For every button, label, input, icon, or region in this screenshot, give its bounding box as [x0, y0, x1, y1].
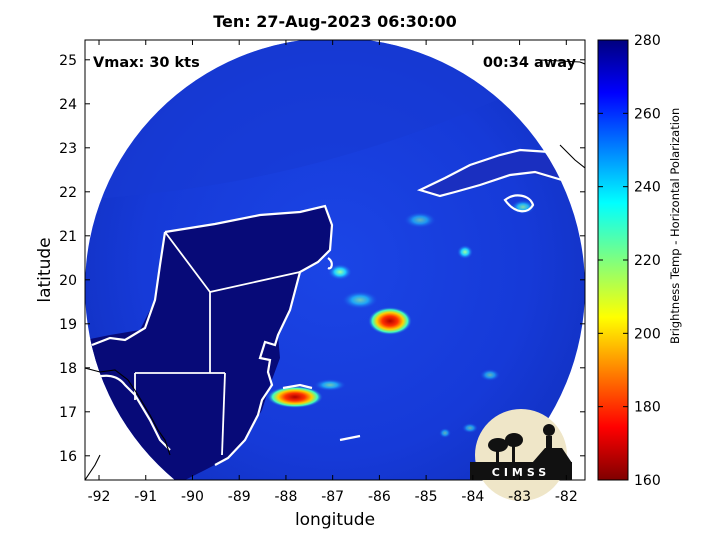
colorbar-tick-label: 220 — [634, 253, 661, 269]
x-tick-label: -87 — [321, 489, 344, 505]
y-tick-label: 21 — [59, 229, 77, 245]
x-axis-ticks: -92 -91 -90 -89 -88 -87 -86 -85 -84 -83 -82 — [88, 40, 578, 505]
y-tick-label: 16 — [59, 449, 77, 465]
time-away-label: 00:34 away — [483, 55, 577, 71]
outer-coastlines — [85, 59, 585, 480]
colorbar-ticks: 280 260 240 220 200 180 160 — [598, 33, 661, 489]
x-tick-label: -88 — [274, 489, 297, 505]
x-tick-label: -82 — [555, 489, 578, 505]
y-tick-label: 23 — [59, 141, 77, 157]
colorbar-tick-label: 180 — [634, 400, 661, 416]
colorbar-tick-label: 160 — [634, 473, 661, 489]
coastlines — [85, 148, 577, 466]
map-title: Ten: 27-Aug-2023 06:30:00 — [213, 12, 457, 31]
y-tick-label: 25 — [59, 53, 77, 69]
y-axis-ticks: 25 24 23 22 21 20 19 18 17 16 — [59, 53, 585, 465]
x-tick-label: -90 — [181, 489, 204, 505]
x-tick-label: -92 — [88, 489, 111, 505]
y-axis-label: latitude — [35, 237, 55, 303]
plot-frame — [84, 39, 586, 481]
y-tick-label: 24 — [59, 97, 77, 113]
vmax-label: Vmax: 30 kts — [93, 55, 200, 71]
x-tick-label: -86 — [368, 489, 391, 505]
logo-text: CIMSS — [492, 466, 550, 479]
y-tick-label: 20 — [59, 273, 77, 289]
colorbar-tick-label: 260 — [634, 106, 661, 122]
colorbar-tick-label: 280 — [634, 33, 661, 49]
y-tick-label: 19 — [59, 317, 77, 333]
x-tick-label: -84 — [461, 489, 484, 505]
x-tick-label: -91 — [134, 489, 157, 505]
cimss-logo: CIMSS — [470, 409, 572, 501]
colorbar-tick-label: 200 — [634, 326, 661, 342]
y-tick-label: 18 — [59, 361, 77, 377]
x-tick-label: -83 — [508, 489, 531, 505]
x-tick-label: -85 — [415, 489, 438, 505]
y-tick-label: 17 — [59, 405, 77, 421]
colorbar-tick-label: 240 — [634, 180, 661, 196]
colorbar-label: Brightness Temp - Horizontal Polarizatio… — [668, 107, 682, 344]
country-borders — [134, 231, 301, 456]
x-axis-label: longitude — [294, 510, 376, 530]
x-tick-label: -89 — [228, 489, 251, 505]
y-tick-label: 22 — [59, 185, 77, 201]
